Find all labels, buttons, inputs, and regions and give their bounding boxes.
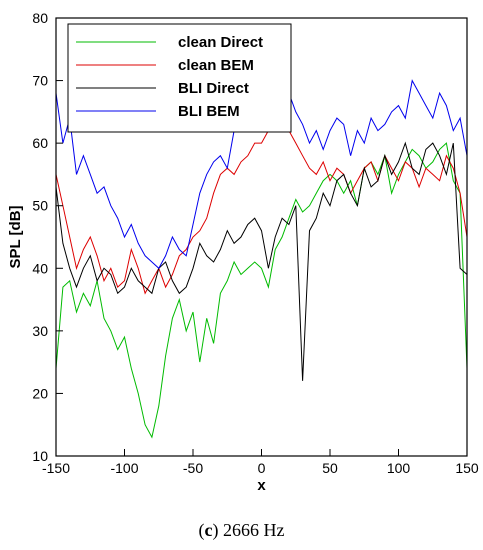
series-line-clean-bem <box>55 117 468 295</box>
y-tick-label: 20 <box>32 385 48 401</box>
series-line-bli-direct <box>55 141 468 381</box>
x-tick-label: -50 <box>183 460 203 476</box>
series-line-clean-direct <box>55 142 468 439</box>
y-tick-label: 60 <box>32 135 48 151</box>
x-tick-label: 150 <box>455 460 479 476</box>
x-tick-label: -100 <box>110 460 138 476</box>
x-tick-label: 100 <box>387 460 411 476</box>
x-tick-label: 50 <box>322 460 338 476</box>
figure-caption: (c) 2666 Hz <box>0 520 483 541</box>
y-axis-title: SPL [dB] <box>7 205 24 268</box>
legend-label: clean Direct <box>178 34 263 51</box>
x-tick-label: 0 <box>258 460 266 476</box>
caption-open-paren: ( <box>198 520 205 540</box>
legend: clean Direct clean BEM BLI Direct BLI BEM <box>67 23 292 133</box>
y-tick-label: 30 <box>32 323 48 339</box>
legend-label: BLI BEM <box>178 103 240 120</box>
caption-letter: c <box>204 520 213 540</box>
caption-frequency: 2666 Hz <box>223 520 285 540</box>
legend-label: BLI Direct <box>178 80 249 97</box>
x-axis-title: x <box>257 477 266 494</box>
y-tick-label: 10 <box>32 448 48 464</box>
y-tick-label: 70 <box>32 73 48 89</box>
y-tick-label: 50 <box>32 198 48 214</box>
caption-close-paren: ) <box>212 520 219 540</box>
legend-label: clean BEM <box>178 57 254 74</box>
y-tick-label: 40 <box>32 260 48 276</box>
x-axis: -150 -100 -50 0 50 100 150 <box>42 449 479 476</box>
y-axis: 10 20 30 40 50 60 70 80 <box>32 10 63 464</box>
x-tick-label: -150 <box>42 460 70 476</box>
y-tick-label: 80 <box>32 10 48 26</box>
